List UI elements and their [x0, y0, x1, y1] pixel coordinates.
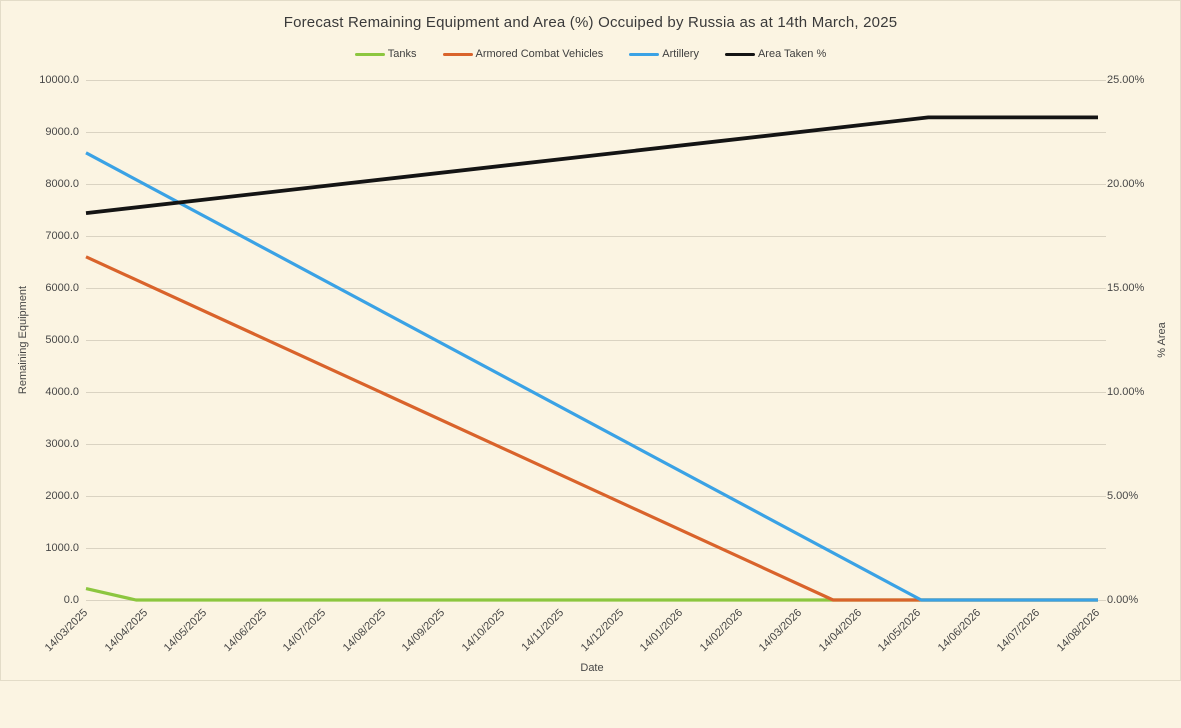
y-axis-label-left: 9000.0 [45, 126, 79, 138]
right-axis-tick [1098, 236, 1106, 237]
gridline [86, 80, 1098, 81]
y-axis-label-right: 25.00% [1107, 74, 1145, 86]
gridline [86, 288, 1098, 289]
legend-item-artillery: Artillery [629, 48, 699, 60]
gridline [86, 184, 1098, 185]
y-axis-label-right: 15.00% [1107, 282, 1145, 294]
chart-canvas: Forecast Remaining Equipment and Area (%… [0, 0, 1181, 681]
legend-item-tanks: Tanks [354, 48, 417, 60]
legend-line-swatch-area-taken-icon [724, 52, 755, 56]
series-line-area-taken- [85, 115, 1098, 215]
right-axis-tick [1098, 340, 1106, 341]
gridline [86, 444, 1098, 445]
gridline [86, 236, 1098, 237]
y-axis-label-left: 1000.0 [45, 542, 79, 554]
right-axis-tick [1098, 392, 1106, 393]
right-axis-tick [1098, 184, 1106, 185]
y-axis-label-left: 5000.0 [45, 334, 79, 346]
y-axis-label-left: 8000.0 [45, 178, 79, 190]
series-lines-layer [85, 115, 1098, 602]
right-axis-tick [1098, 288, 1106, 289]
legend-label-area-taken: Area Taken % [757, 48, 827, 60]
right-axis-tick [1098, 444, 1106, 445]
series-line-armored-combat-vehicles [85, 255, 1098, 602]
y-axis-label-left: 7000.0 [45, 230, 79, 242]
legend-label-acv: Armored Combat Vehicles [475, 48, 604, 60]
y-axis-label-left: 6000.0 [45, 282, 79, 294]
y-axis-label-right: 0.00% [1107, 594, 1139, 606]
y-axis-label-right: 10.00% [1107, 386, 1145, 398]
gridline [86, 340, 1098, 341]
y-axis-label-right: 20.00% [1107, 178, 1145, 190]
plot-area [85, 80, 1098, 602]
y-axis-label-left: 4000.0 [45, 386, 79, 398]
y-axis-label-left: 10000.0 [39, 74, 79, 86]
right-axis-tick [1098, 132, 1106, 133]
y-axis-label-right: 5.00% [1107, 490, 1139, 502]
y-axis-label-left: 0.0 [63, 594, 79, 606]
legend-item-acv: Armored Combat Vehicles [442, 48, 604, 60]
gridline [86, 392, 1098, 393]
right-axis-tick [1098, 600, 1106, 601]
series-line-tanks [85, 587, 1098, 602]
x-axis-title: Date [580, 662, 604, 674]
gridline [86, 132, 1098, 133]
gridline [86, 548, 1098, 549]
series-line-artillery [85, 151, 1098, 602]
y-axis-label-left: 2000.0 [45, 490, 79, 502]
right-axis-tick [1098, 548, 1106, 549]
right-axis-tick [1098, 496, 1106, 497]
right-axis-tick [1098, 80, 1106, 81]
legend: Tanks Armored Combat Vehicles Artillery … [1, 48, 1180, 60]
right-axis-title: % Area [1156, 322, 1168, 358]
legend-item-area-taken: Area Taken % [724, 48, 827, 60]
legend-line-swatch-artillery-icon [629, 52, 660, 56]
chart-title: Forecast Remaining Equipment and Area (%… [283, 14, 898, 31]
legend-label-artillery: Artillery [662, 48, 699, 60]
gridline [86, 496, 1098, 497]
y-axis-label-left: 3000.0 [45, 438, 79, 450]
legend-line-swatch-acv-icon [442, 52, 473, 56]
legend-label-tanks: Tanks [387, 48, 417, 60]
legend-line-swatch-tanks-icon [354, 52, 385, 56]
